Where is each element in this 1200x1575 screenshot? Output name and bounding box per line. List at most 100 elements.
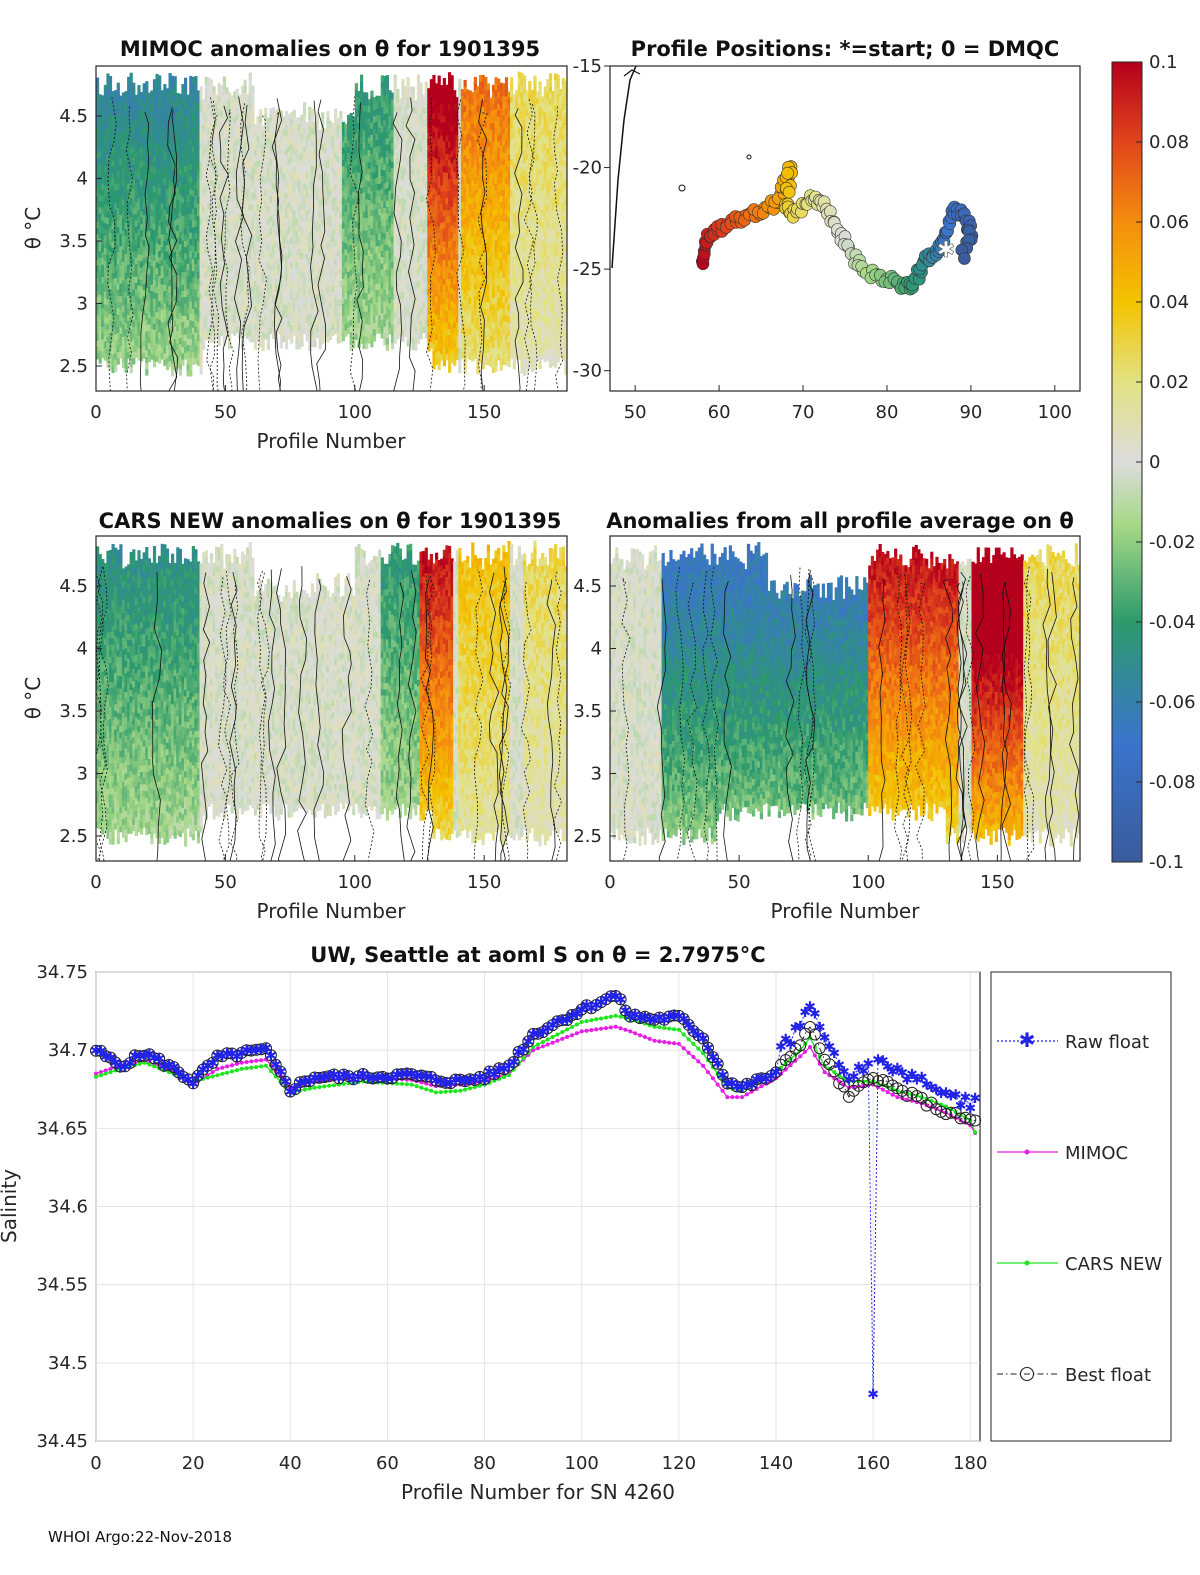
heatmap-cell <box>196 152 201 160</box>
heatmap-cell <box>360 74 364 82</box>
heatmap-cell <box>145 93 149 101</box>
heatmap-cell <box>279 341 283 349</box>
heatmap-cell <box>194 76 198 83</box>
heatmap-cell <box>225 93 229 101</box>
heatmap-cell <box>202 180 206 188</box>
heatmap-cell <box>108 351 113 358</box>
heatmap-cell <box>217 245 221 253</box>
heatmap-cell <box>212 186 216 194</box>
heatmap-cell <box>176 349 180 357</box>
heatmap-cell <box>204 239 208 247</box>
heatmap-cell <box>106 179 110 187</box>
heatmap-cell <box>217 189 221 197</box>
heatmap-cell <box>196 302 201 310</box>
heatmap-cell <box>101 245 105 253</box>
heatmap-cell <box>225 274 229 282</box>
heatmap-cell <box>191 195 195 203</box>
heatmap-cell <box>98 306 102 314</box>
heatmap-cell <box>124 272 128 280</box>
heatmap-cell <box>160 265 164 273</box>
heatmap-cell <box>233 322 237 330</box>
heatmap-cell <box>194 251 198 258</box>
heatmap-cell <box>209 210 214 218</box>
heatmap-cell <box>96 327 100 335</box>
heatmap-cell <box>124 122 128 130</box>
heatmap-cell <box>217 195 221 203</box>
heatmap-cell <box>168 91 172 99</box>
heatmap-cell <box>217 326 221 334</box>
heatmap-cell <box>178 274 182 282</box>
heatmap-cell <box>189 344 193 352</box>
heatmap-cell <box>181 359 185 366</box>
heatmap-cell <box>181 221 185 229</box>
heatmap-cell <box>191 239 195 247</box>
heatmap-cell <box>142 245 146 253</box>
heatmap-cell <box>168 110 172 118</box>
heatmap-cell <box>199 267 203 275</box>
heatmap-cell <box>155 136 159 144</box>
heatmap-cell <box>168 129 172 137</box>
heatmap-cell <box>98 231 102 239</box>
heatmap-cell <box>101 176 105 184</box>
heatmap-cell <box>215 275 219 283</box>
heatmap-cell <box>142 277 146 284</box>
heatmap-cell <box>152 191 157 199</box>
heatmap-cell <box>191 258 195 266</box>
heatmap-cell <box>204 208 208 216</box>
heatmap-cell <box>233 235 237 243</box>
heatmap-cell <box>191 201 195 209</box>
heatmap-cell <box>129 285 133 293</box>
heatmap-cell <box>152 298 157 305</box>
heatmap-cell <box>194 276 198 283</box>
heatmap-cell <box>119 195 123 203</box>
heatmap-cell <box>233 241 237 249</box>
heatmap-cell <box>137 203 141 211</box>
heatmap-cell <box>222 226 226 234</box>
heatmap-cell <box>163 165 167 173</box>
heatmap-cell <box>96 140 100 147</box>
heatmap-cell <box>116 232 120 240</box>
heatmap-cell <box>225 331 229 338</box>
heatmap-cell <box>217 270 221 278</box>
heatmap-cell <box>184 277 188 285</box>
heatmap-cell <box>173 107 177 115</box>
heatmap-cell <box>220 191 224 199</box>
heatmap-cell <box>119 351 123 359</box>
heatmap-cell <box>217 289 221 297</box>
heatmap-cell <box>103 322 107 330</box>
heatmap-cell <box>158 244 162 252</box>
heatmap-cell <box>186 188 190 196</box>
heatmap-cell <box>189 182 193 189</box>
heatmap-cell <box>96 115 100 122</box>
heatmap-cell <box>127 114 131 122</box>
heatmap-cell <box>230 308 234 315</box>
heatmap-cell <box>178 337 182 345</box>
heatmap-cell <box>132 145 136 153</box>
heatmap-cell <box>119 176 123 184</box>
heatmap-cell <box>176 180 180 188</box>
heatmap-cell <box>150 277 154 285</box>
heatmap-cell <box>142 127 146 134</box>
heatmap-cell <box>184 177 188 185</box>
heatmap-cell <box>152 310 157 318</box>
heatmap-cell <box>222 207 226 215</box>
heatmap-cell <box>178 262 182 270</box>
heatmap-cell <box>145 100 149 107</box>
heatmap-cell <box>217 114 221 122</box>
heatmap-cell <box>96 133 100 141</box>
heatmap-cell <box>129 335 133 343</box>
heatmap-cell <box>127 308 131 315</box>
heatmap-cell <box>204 164 208 172</box>
heatmap-cell <box>152 91 157 99</box>
heatmap-cell <box>168 198 172 205</box>
heatmap-cell <box>228 342 232 349</box>
heatmap-cell <box>225 206 229 213</box>
heatmap-cell <box>217 95 221 103</box>
heatmap-cell <box>181 121 185 129</box>
heatmap-cell <box>119 301 123 309</box>
heatmap-cell <box>152 273 157 280</box>
heatmap-cell <box>103 341 107 349</box>
heatmap-cell <box>106 154 110 162</box>
heatmap-cell <box>101 120 105 128</box>
heatmap-cell <box>108 82 113 90</box>
